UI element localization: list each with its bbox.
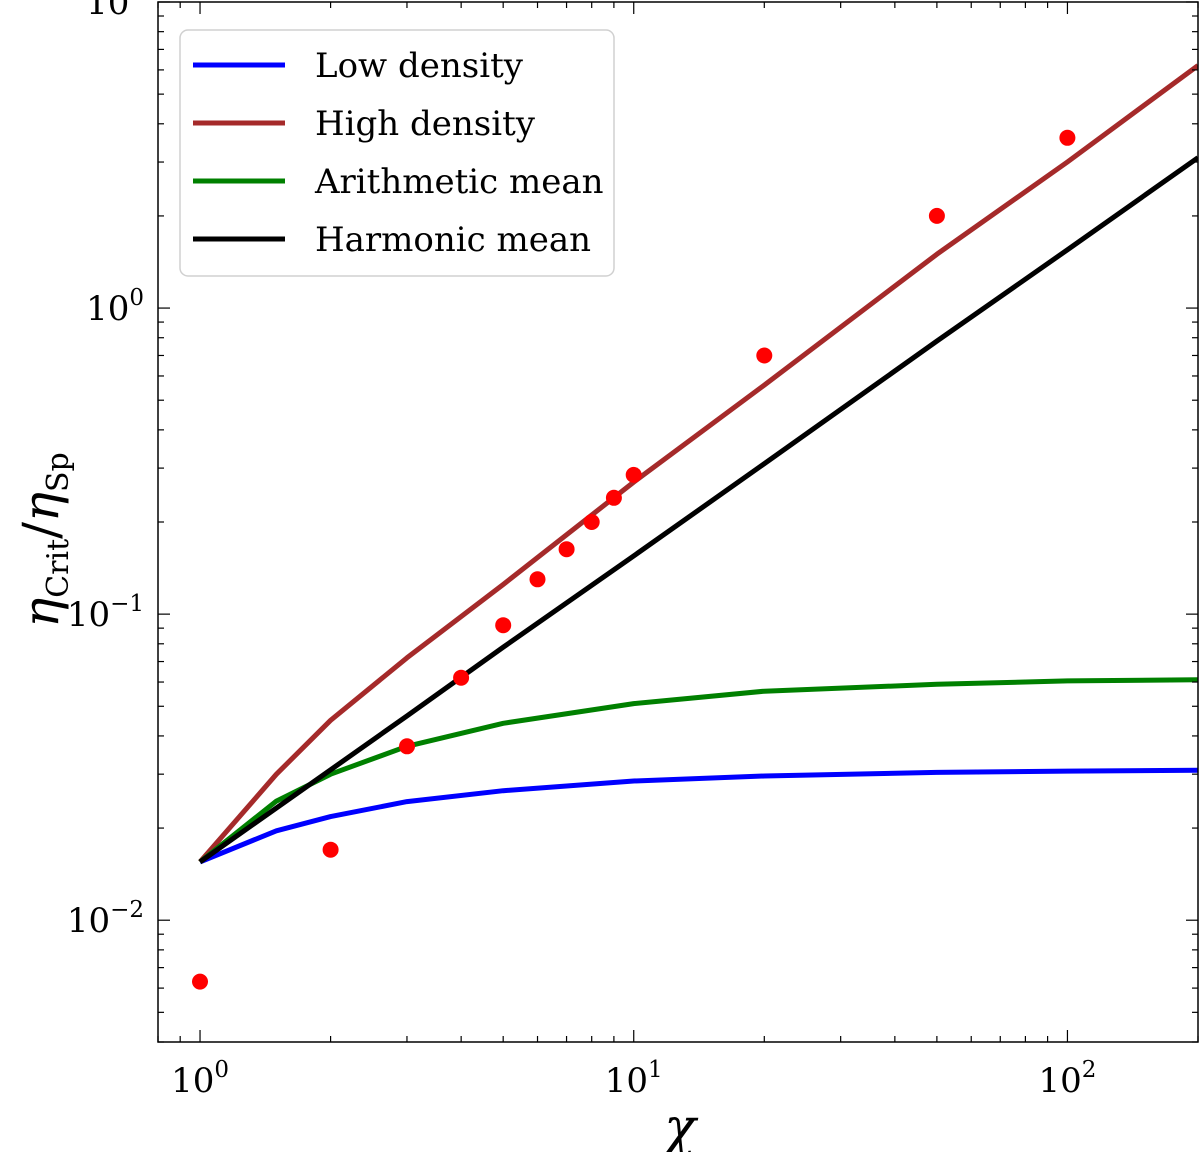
data-point xyxy=(558,541,575,558)
y-tick-label: 101 xyxy=(86,0,144,23)
ylabel-sub-crit: Crit xyxy=(41,539,76,598)
legend-label: Low density xyxy=(315,46,524,86)
data-point xyxy=(756,347,773,364)
x-tick-label: 102 xyxy=(1038,1057,1096,1101)
legend-label: Arithmetic mean xyxy=(314,162,604,202)
legend-box xyxy=(179,29,615,277)
x-tick-label: 100 xyxy=(171,1057,229,1101)
ylabel-eta-2: η xyxy=(12,492,70,522)
data-point xyxy=(453,669,470,686)
data-point xyxy=(583,514,600,530)
y-tick-label: 10−1 xyxy=(67,591,144,635)
series-line-4 xyxy=(198,155,1198,864)
x-axis-label: χ xyxy=(660,1098,699,1152)
data-point xyxy=(192,973,208,990)
x-tick-label: 101 xyxy=(605,1057,663,1101)
data-point xyxy=(322,841,339,858)
data-point xyxy=(928,207,945,224)
series-lines xyxy=(198,63,1198,865)
data-point xyxy=(495,617,512,634)
legend-label: High density xyxy=(315,104,536,144)
data-point xyxy=(625,466,642,483)
ylabel-eta-1: η xyxy=(12,598,70,628)
y-axis-label: ηCrit/ηSp xyxy=(12,452,76,628)
legend-label: Harmonic mean xyxy=(315,220,591,260)
series-line-1 xyxy=(199,767,1198,865)
data-point xyxy=(399,738,415,755)
y-tick-label: 100 xyxy=(86,285,144,329)
axis-ticks: 100 101 102 10−2 10−1 100 101 xyxy=(67,0,1199,1101)
data-point xyxy=(605,489,622,506)
legend: Low density High density Arithmetic mean Ha… xyxy=(179,29,615,277)
ylabel-sub-sp: Sp xyxy=(41,452,76,492)
data-point xyxy=(1059,129,1076,146)
y-tick-label: 10−2 xyxy=(67,897,144,941)
svg-text:ηCrit/ηSp: ηCrit/ηSp xyxy=(12,452,76,628)
series-line-2 xyxy=(198,63,1198,864)
data-point xyxy=(529,571,546,588)
scatter-points xyxy=(192,129,1076,990)
ylabel-slash: / xyxy=(12,522,70,539)
